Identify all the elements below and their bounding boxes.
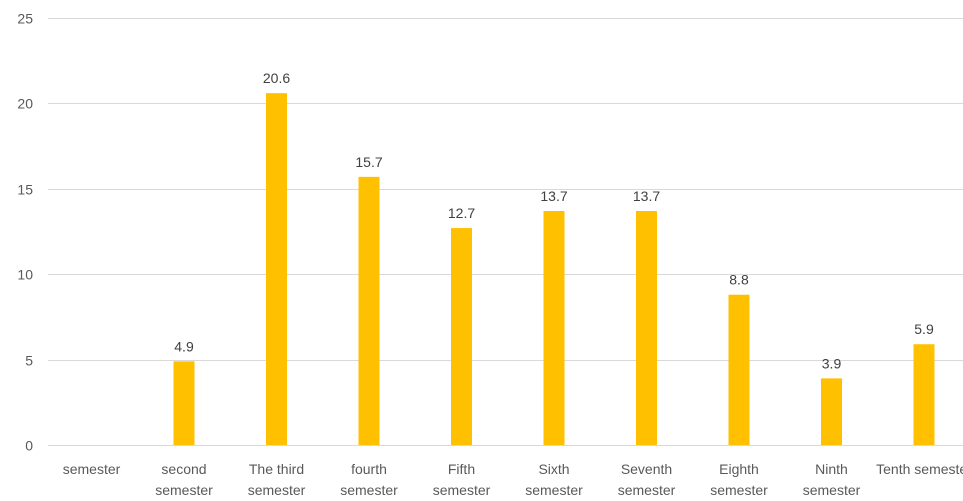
bar <box>451 228 472 445</box>
x-category-label-line: semester <box>618 482 676 498</box>
x-category-label-line: Sixth <box>538 461 569 477</box>
x-category-label-line: Eighth <box>719 461 759 477</box>
x-category-label: Tenth semester <box>876 461 963 477</box>
x-category-label: Seventh semester <box>618 461 676 498</box>
x-category-label: The third semester <box>248 461 306 498</box>
x-category-label-line: Tenth semester <box>876 461 963 477</box>
data-label: 4.9 <box>174 338 194 354</box>
x-category-label-line: fourth <box>351 461 387 477</box>
x-category-label-line: semester <box>340 482 398 498</box>
bars <box>173 93 935 445</box>
gridlines <box>48 18 963 446</box>
y-axis-tick-labels: 0 5 10 15 20 25 <box>17 11 33 454</box>
data-label: 13.7 <box>540 188 567 204</box>
data-label: 15.7 <box>355 154 382 170</box>
x-category-label: fourth semester <box>340 461 398 498</box>
data-label: 20.6 <box>263 70 290 86</box>
bar <box>728 294 750 445</box>
data-labels: 4.9 20.6 15.7 12.7 13.7 13.7 8.8 3.9 5.9 <box>174 70 934 371</box>
x-category-label: Eighth semester <box>710 461 768 498</box>
y-tick-label: 0 <box>25 438 33 454</box>
x-category-label-line: Seventh <box>621 461 672 477</box>
x-category-label: Ninth semester <box>803 461 861 498</box>
x-category-label-line: Ninth <box>815 461 848 477</box>
y-tick-label: 20 <box>17 96 33 112</box>
x-category-label: semester <box>63 461 121 477</box>
x-category-label-line: semester <box>710 482 768 498</box>
bar <box>266 93 287 445</box>
x-category-label-line: semester <box>63 461 121 477</box>
x-category-label-line: semester <box>803 482 861 498</box>
x-category-label-line: semester <box>155 482 213 498</box>
bar <box>821 378 842 445</box>
bar <box>543 211 565 445</box>
y-tick-label: 25 <box>17 11 33 27</box>
x-category-label: second semester <box>155 461 213 498</box>
x-category-label-line: second <box>161 461 206 477</box>
data-label: 8.8 <box>729 272 749 288</box>
data-label: 13.7 <box>633 188 660 204</box>
y-tick-label: 10 <box>17 267 33 283</box>
bar <box>173 361 195 445</box>
data-label: 12.7 <box>448 205 475 221</box>
bar <box>913 344 935 445</box>
x-category-label-line: semester <box>433 482 491 498</box>
x-category-label-line: semester <box>248 482 306 498</box>
bar <box>636 211 657 445</box>
y-tick-label: 15 <box>17 182 33 198</box>
x-category-label-line: semester <box>525 482 583 498</box>
x-category-label-line: Fifth <box>448 461 475 477</box>
x-category-label-line: The third <box>249 461 304 477</box>
y-tick-label: 5 <box>25 353 33 369</box>
x-category-label: Sixth semester <box>525 461 583 498</box>
data-label: 3.9 <box>822 355 842 371</box>
data-label: 5.9 <box>914 321 934 337</box>
bar <box>358 176 380 445</box>
x-category-label: Fifth semester <box>433 461 491 498</box>
